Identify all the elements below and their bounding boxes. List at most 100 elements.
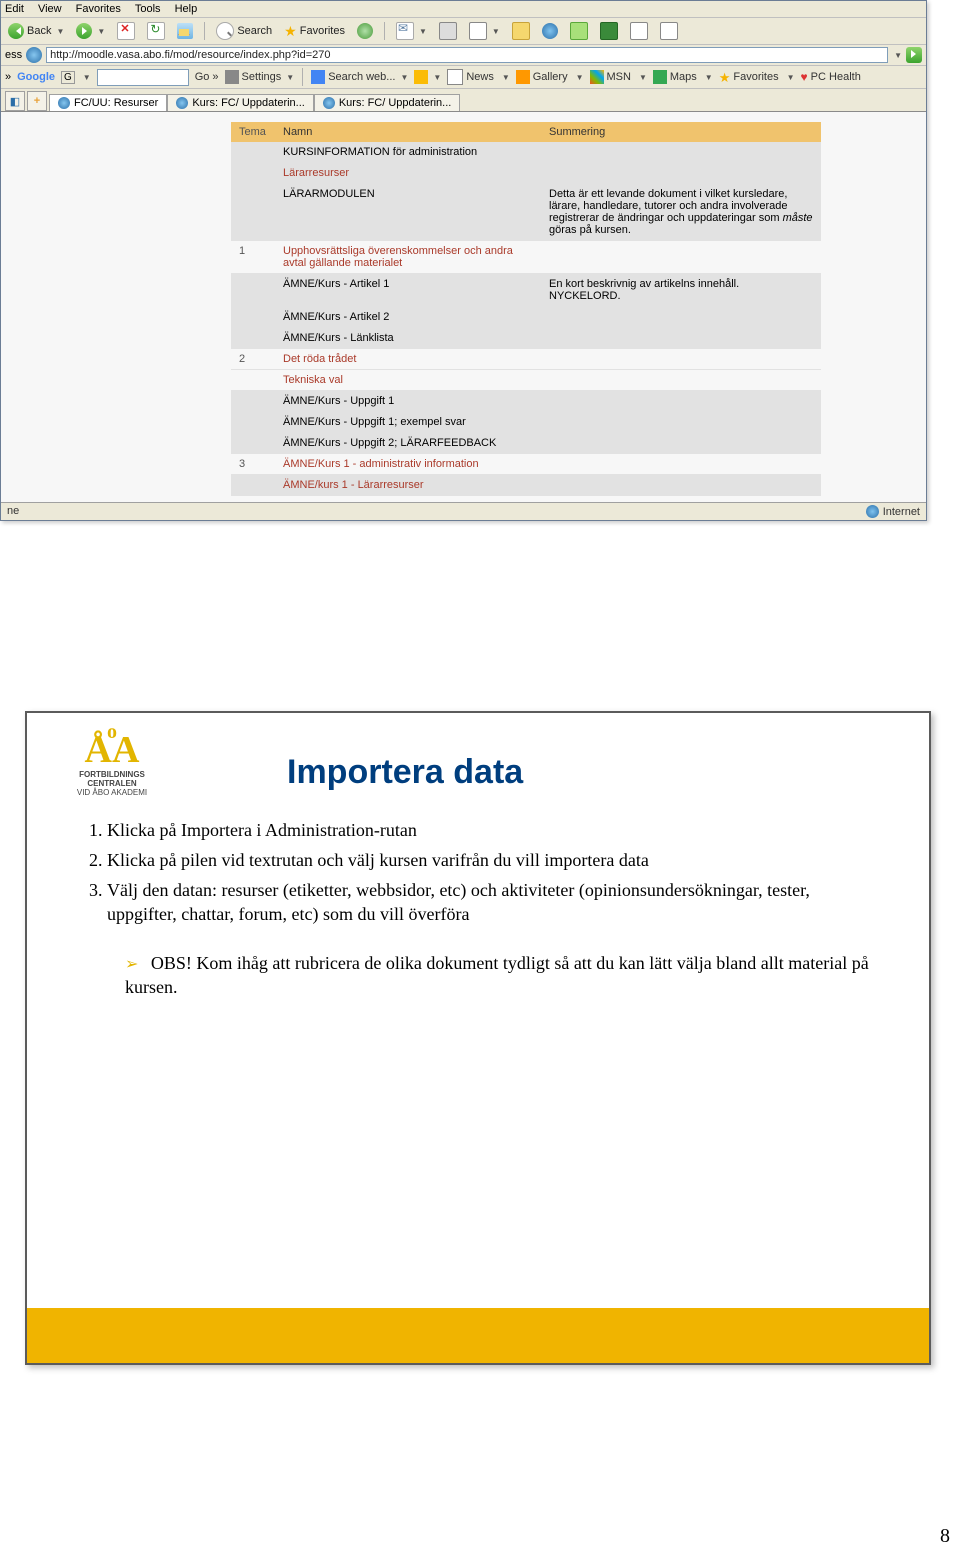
google-g[interactable]: G	[61, 71, 75, 84]
address-input[interactable]: http://moodle.vasa.abo.fi/mod/resource/i…	[46, 47, 888, 63]
cell-sum	[541, 412, 821, 433]
maps-button[interactable]: Maps	[653, 70, 697, 84]
cell-namn[interactable]: LÄRARMODULEN	[275, 184, 541, 241]
cell-namn[interactable]: Tekniska val	[275, 370, 541, 391]
cell-namn[interactable]: KURSINFORMATION för administration	[275, 142, 541, 163]
logo: oÅA FORTBILDNINGS CENTRALEN VID ÅBO AKAD…	[57, 733, 167, 798]
go-label[interactable]: Go »	[195, 71, 219, 83]
step-2: Klicka på pilen vid textrutan och välj k…	[107, 848, 869, 872]
main-toolbar: Back ▼ ▼ Search ★Favorites ▼ ▼	[1, 18, 926, 45]
excel-button[interactable]	[597, 21, 621, 41]
status-left: ne	[7, 505, 19, 518]
globe-icon	[542, 23, 558, 39]
home-button[interactable]	[174, 22, 196, 40]
menu-help[interactable]: Help	[175, 3, 198, 15]
edit-button[interactable]: ▼	[466, 21, 503, 41]
refresh-icon	[147, 22, 165, 40]
tab-nav-prev[interactable]: ◧	[5, 91, 25, 111]
status-right: Internet	[883, 506, 920, 518]
gear-icon	[225, 70, 239, 84]
menu-tools[interactable]: Tools	[135, 3, 161, 15]
cell-namn[interactable]: Lärarresurser	[275, 163, 541, 184]
cell-namn[interactable]: ÄMNE/Kurs 1 - administrativ information	[275, 454, 541, 475]
folder-icon	[512, 22, 530, 40]
cell-tema	[231, 370, 275, 391]
go-button[interactable]	[906, 47, 922, 63]
settings-button[interactable]: Settings▼	[225, 70, 295, 84]
messenger-button[interactable]	[567, 21, 591, 41]
table-row: Tekniska val	[231, 370, 821, 391]
maps-icon	[653, 70, 667, 84]
star-icon: ★	[284, 24, 297, 38]
cell-namn[interactable]: ÄMNE/Kurs - Länklista	[275, 328, 541, 349]
forward-icon	[76, 23, 92, 39]
th-namn: Namn	[275, 122, 541, 142]
favorites2-button[interactable]: ★Favorites	[719, 70, 779, 84]
google-search-input[interactable]	[97, 69, 189, 86]
searchweb-button[interactable]: Search web...▼	[311, 70, 408, 84]
cell-sum	[541, 163, 821, 184]
news-button[interactable]: News	[447, 69, 494, 85]
history-button[interactable]	[354, 22, 376, 40]
cell-sum	[541, 241, 821, 274]
extra-1[interactable]: ▼	[414, 70, 441, 84]
cell-tema: 2	[231, 349, 275, 370]
doc-icon	[630, 22, 648, 40]
cell-sum: Detta är ett levande dokument i vilket k…	[541, 184, 821, 241]
tab-new[interactable]: +	[27, 91, 47, 111]
extra-3[interactable]: ▼	[574, 73, 584, 82]
table-row: ÄMNE/Kurs - Uppgift 1	[231, 391, 821, 412]
table-row: ÄMNE/Kurs - Uppgift 2; LÄRARFEEDBACK	[231, 433, 821, 454]
mail-button[interactable]: ▼	[393, 21, 430, 41]
cell-tema	[231, 391, 275, 412]
cell-sum	[541, 328, 821, 349]
google-brand: Google	[17, 71, 55, 83]
tab-1[interactable]: Kurs: FC/ Uppdaterin...	[167, 94, 314, 111]
cell-tema	[231, 307, 275, 328]
tab-label: FC/UU: Resurser	[74, 97, 158, 109]
cell-namn[interactable]: Det röda trådet	[275, 349, 541, 370]
obs-block: ➢ OBS! Kom ihåg att rubricera de olika d…	[125, 951, 869, 1000]
ie-page-icon	[58, 97, 70, 109]
tab-2[interactable]: Kurs: FC/ Uppdaterin...	[314, 94, 461, 111]
print-button[interactable]	[436, 21, 460, 41]
gallery-button[interactable]: Gallery	[516, 70, 568, 84]
pchealth-button[interactable]: ♥PC Health	[801, 70, 861, 84]
folder-button[interactable]	[509, 21, 533, 41]
star2-icon: ★	[719, 70, 731, 84]
extra-6[interactable]: ▼	[785, 73, 795, 82]
cell-sum	[541, 391, 821, 412]
cell-namn[interactable]: ÄMNE/kurs 1 - Lärarresurser	[275, 475, 541, 496]
menu-edit[interactable]: Edit	[5, 3, 24, 15]
links-icon	[660, 22, 678, 40]
msn-button[interactable]: MSN	[590, 70, 631, 84]
stop-button[interactable]	[114, 21, 138, 41]
search-button[interactable]: Search	[213, 21, 275, 41]
extra-4[interactable]: ▼	[637, 73, 647, 82]
chevrons-icon[interactable]: »	[5, 71, 11, 83]
favorites-button[interactable]: ★Favorites	[281, 23, 348, 39]
cell-namn[interactable]: ÄMNE/Kurs - Uppgift 1; exempel svar	[275, 412, 541, 433]
links-button[interactable]	[657, 21, 681, 41]
news-icon	[447, 69, 463, 85]
extra-2[interactable]: ▼	[500, 73, 510, 82]
menu-favorites[interactable]: Favorites	[76, 3, 121, 15]
refresh-button[interactable]	[144, 21, 168, 41]
excel-icon	[600, 22, 618, 40]
cell-namn[interactable]: ÄMNE/Kurs - Uppgift 1	[275, 391, 541, 412]
logo-line3: VID ÅBO AKADEMI	[57, 789, 167, 798]
cell-namn[interactable]: ÄMNE/Kurs - Artikel 2	[275, 307, 541, 328]
cell-namn[interactable]: ÄMNE/Kurs - Artikel 1	[275, 274, 541, 307]
cell-namn[interactable]: ÄMNE/Kurs - Uppgift 2; LÄRARFEEDBACK	[275, 433, 541, 454]
globe-button[interactable]	[539, 22, 561, 40]
messenger-icon	[570, 22, 588, 40]
menu-view[interactable]: View	[38, 3, 62, 15]
internet-icon	[866, 505, 879, 518]
cell-namn[interactable]: Upphovsrättsliga överenskommelser och an…	[275, 241, 541, 274]
back-icon	[8, 23, 24, 39]
doc-button[interactable]	[627, 21, 651, 41]
back-button[interactable]: Back ▼	[5, 22, 67, 40]
extra-5[interactable]: ▼	[703, 73, 713, 82]
forward-button[interactable]: ▼	[73, 22, 108, 40]
tab-0[interactable]: FC/UU: Resurser	[49, 94, 167, 111]
